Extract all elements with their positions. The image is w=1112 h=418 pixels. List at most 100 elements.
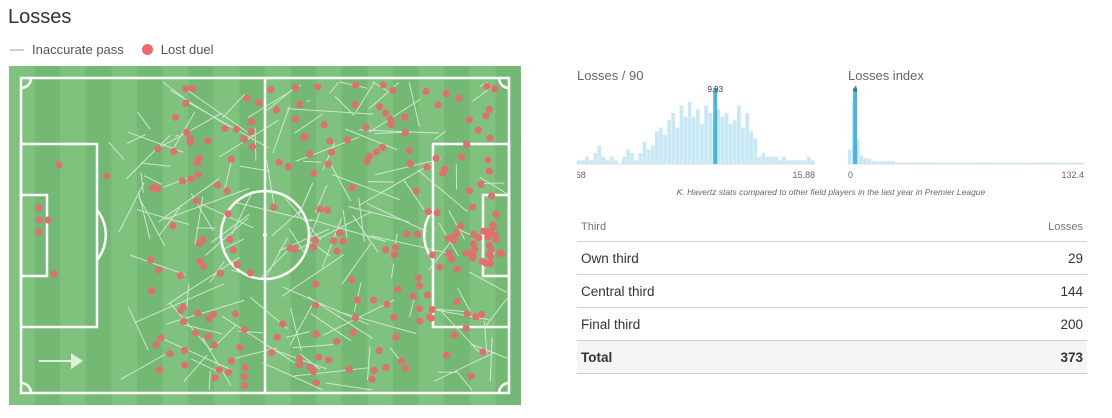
duel-point [472, 313, 480, 321]
pass-line [306, 99, 311, 103]
hist-bar [907, 162, 911, 164]
hist-bar [745, 112, 749, 164]
duel-point [152, 341, 160, 349]
hist-bar [1009, 162, 1013, 164]
pass-line [136, 209, 189, 225]
duel-point [188, 85, 197, 93]
pitch-map [9, 66, 521, 405]
duel-point [394, 285, 402, 294]
table-row: Final third 200 [577, 308, 1087, 341]
duel-point [187, 175, 195, 183]
pass-line [196, 227, 216, 229]
hist-bar [786, 160, 790, 164]
duel-point [372, 148, 381, 156]
duel-point [370, 296, 378, 304]
hist-bar [696, 109, 700, 164]
duel-point [432, 154, 440, 162]
hist-tick-label: 1.68 [577, 170, 586, 180]
pass-line [164, 187, 250, 220]
hist-bar [973, 162, 978, 164]
pass-line [432, 308, 467, 313]
duel-point [445, 249, 453, 257]
pass-line [247, 84, 301, 118]
duel-point [178, 177, 187, 185]
duel-point [312, 280, 320, 288]
duel-point [243, 94, 251, 102]
hist-bar [922, 162, 927, 164]
table-header: Third Losses [577, 212, 1087, 242]
pass-line [372, 81, 387, 91]
pass-line [231, 190, 254, 234]
duel-point [465, 187, 474, 195]
pass-line [303, 160, 322, 163]
pass-line [108, 141, 125, 160]
duel-point [248, 143, 257, 151]
duel-point [314, 83, 322, 91]
hist-bar [589, 160, 594, 164]
pass-line [186, 283, 190, 308]
hist-bar [1028, 162, 1033, 164]
hist-bar [1032, 162, 1037, 164]
duel-point [462, 324, 470, 332]
hist-bar [981, 162, 986, 164]
duel-point [382, 109, 390, 117]
duel-point [312, 379, 320, 387]
pass-line [202, 337, 232, 386]
duel-point [397, 357, 406, 365]
duel-point [180, 346, 189, 355]
pass-line [127, 306, 149, 351]
pass-line [240, 165, 271, 172]
comparison-note: K. Havertz stats compared to other field… [676, 187, 986, 197]
hist-bar [663, 134, 667, 164]
pitch-stripe [60, 66, 87, 405]
hist-bar [700, 123, 704, 164]
duel-point [306, 363, 314, 371]
total-label: Total [581, 349, 613, 365]
duel-point [348, 184, 356, 192]
duel-point [157, 334, 165, 342]
hist-bar [716, 109, 721, 164]
duel-point [457, 153, 466, 161]
duel-point [267, 348, 276, 357]
hist-bar [630, 153, 635, 164]
pass-line [293, 367, 370, 377]
hist-bar [679, 105, 684, 164]
pass-line [307, 296, 373, 339]
duel-point [240, 373, 248, 381]
duel-point [349, 328, 357, 336]
pass-line [348, 206, 410, 223]
pass-line [138, 196, 166, 246]
duel-point [35, 216, 43, 224]
hist1-chart: 9.93 1.68 15.88 [577, 85, 815, 180]
hist-bar [989, 162, 994, 164]
duel-point [389, 86, 397, 95]
table-total-row: Total 373 [577, 341, 1087, 374]
duel-point [193, 197, 201, 205]
hist-bar [806, 156, 811, 164]
duel-point [154, 145, 162, 153]
right-goal-box [481, 193, 511, 278]
duel-point [335, 229, 344, 237]
pass-line [310, 313, 352, 342]
hist-bar [985, 162, 990, 164]
duel-point [370, 366, 378, 375]
pass-line [162, 81, 184, 98]
duel-point [216, 269, 224, 277]
duel-point [196, 239, 204, 248]
hist-bar [934, 162, 939, 164]
duel-point [365, 152, 373, 160]
duel-point [434, 101, 442, 109]
duel-point [324, 160, 332, 168]
hist-bar [942, 162, 946, 164]
duel-point [390, 313, 398, 321]
hist-bar [958, 162, 962, 164]
duel-point [406, 160, 414, 168]
pass-line [358, 197, 365, 243]
duel-point [401, 113, 409, 121]
duel-point [482, 112, 490, 120]
duel-point [295, 100, 304, 109]
duel-point [284, 163, 292, 171]
pass-line [292, 212, 371, 253]
duel-point [415, 305, 423, 313]
row-label: Central third [581, 283, 655, 299]
